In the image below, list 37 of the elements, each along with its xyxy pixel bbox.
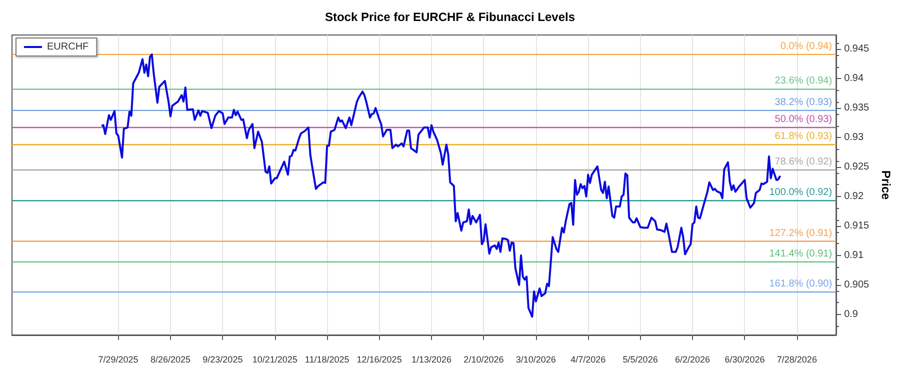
ref-line-label: 100.0% (0.92) [769,187,832,198]
ref-line-label: 0.0% (0.94) [780,40,832,52]
ref-line-label: 161.8% (0.90) [769,278,832,290]
x-tick-label: 3/10/2026 [516,354,556,364]
ref-line-label: 23.6% (0.94) [774,76,832,87]
x-tick-label: 4/7/2026 [570,354,606,364]
x-tick-label: 7/29/2025 [98,354,138,364]
x-tick-label: 11/18/2025 [304,354,350,364]
y-tick-label: 0.93 [844,132,864,144]
ref-line-label: 61.8% (0.93) [774,131,832,142]
y-tick-label: 0.935 [844,102,870,114]
y-tick-label: 0.925 [844,162,870,173]
ref-line-label: 127.2% (0.91) [769,228,832,239]
x-tick-label: 9/23/2025 [202,354,243,364]
chart-title: Stock Price for EURCHF & Fibunacci Levels [324,10,576,24]
x-tick-label: 6/30/2026 [724,354,765,364]
x-tick-label: 2/10/2026 [464,354,504,364]
x-tick-label: 12/16/2025 [356,354,402,364]
y-tick-label: 0.905 [844,279,870,290]
x-tick-label: 1/13/2026 [411,354,452,364]
x-tick-label: 7/28/2026 [776,354,817,364]
ref-line-label: 38.2% (0.93) [774,96,832,108]
ref-line-label: 141.4% (0.91) [769,248,832,260]
y-tick-label: 0.945 [844,44,870,55]
y-tick-label: 0.9 [844,308,858,320]
y-tick-label: 0.94 [844,73,864,84]
ref-line-label: 78.6% (0.92) [774,156,832,168]
ref-line-label: 50.0% (0.93) [774,114,832,126]
y-tick-label: 0.915 [844,220,870,232]
x-tick-label: 5/5/2026 [622,354,658,364]
x-tick-label: 6/2/2026 [674,354,710,364]
y-tick-label: 0.91 [844,250,864,261]
y-tick-label: 0.92 [844,190,864,202]
x-tick-label: 8/26/2025 [150,354,190,364]
y-axis-title: Price [879,170,893,200]
legend-label: EURCHF [47,42,89,52]
x-tick-label: 10/21/2025 [252,354,298,364]
